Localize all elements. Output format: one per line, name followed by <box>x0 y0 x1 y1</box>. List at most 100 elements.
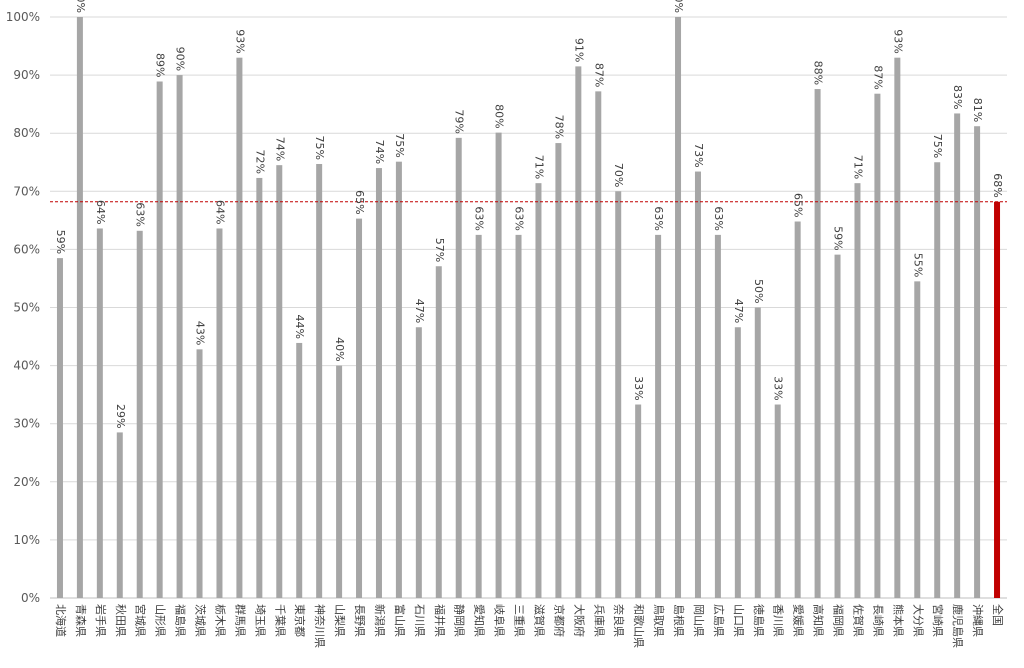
x-tick-label: 京都府 <box>552 604 566 637</box>
bar <box>96 228 103 598</box>
data-label: 75% <box>313 136 326 160</box>
data-label: 33% <box>772 376 785 400</box>
data-label: 63% <box>473 206 486 230</box>
x-tick-label: 山口県 <box>732 604 745 637</box>
bar <box>76 17 83 598</box>
x-tick-label: 青森県 <box>74 604 88 637</box>
y-tick-label: 30% <box>13 417 40 431</box>
bar <box>954 113 961 599</box>
data-label: 50% <box>752 279 765 303</box>
bar <box>156 81 163 599</box>
bar <box>395 161 402 598</box>
bar <box>834 254 841 598</box>
data-label: 91% <box>572 38 585 62</box>
x-tick-label: 山形県 <box>154 604 167 637</box>
x-tick-label: 大分県 <box>911 604 925 637</box>
data-label: 63% <box>652 206 665 230</box>
x-tick-label: 埼玉県 <box>253 604 267 637</box>
bar <box>435 266 442 598</box>
data-label: 100% <box>672 0 685 13</box>
bar <box>515 234 522 598</box>
data-labels: 59% 100% 64% 29% 63% 89% 90% 43% 64% 93% 72% 74% 44%… <box>54 0 1004 428</box>
x-tick-label: 愛知県 <box>473 604 487 637</box>
data-label: 87% <box>592 63 605 87</box>
x-tick-label: 大阪府 <box>572 604 586 637</box>
data-label: 63% <box>513 206 526 230</box>
gridlines <box>50 16 1007 599</box>
bar <box>276 165 283 598</box>
bar <box>854 183 861 598</box>
bar <box>694 171 701 598</box>
data-label: 89% <box>154 53 167 77</box>
data-label: 83% <box>951 85 964 109</box>
data-label: 63% <box>712 206 725 230</box>
data-label: 63% <box>134 202 147 226</box>
x-tick-label: 長崎県 <box>871 604 885 637</box>
bar <box>894 57 901 599</box>
data-label: 71% <box>532 155 545 179</box>
bar <box>216 228 223 598</box>
bar <box>196 349 203 598</box>
data-label: 64% <box>94 200 107 224</box>
data-label: 80% <box>493 104 506 128</box>
bar <box>535 183 542 598</box>
x-tick-label: 東京都 <box>293 604 307 637</box>
x-tick-label: 福島県 <box>174 604 188 637</box>
bar <box>754 307 761 598</box>
data-label: 29% <box>114 404 127 428</box>
data-label: 65% <box>353 190 366 214</box>
bar <box>336 365 343 598</box>
bar <box>914 281 921 598</box>
bar <box>356 218 363 598</box>
x-tick-label: 群馬県 <box>233 604 247 637</box>
bar <box>495 132 502 598</box>
bar <box>176 75 183 599</box>
x-tick-label: 富山県 <box>393 604 407 637</box>
bars <box>56 17 1001 599</box>
x-tick-label: 滋賀県 <box>532 604 545 637</box>
x-tick-label: 佐賀県 <box>851 604 865 637</box>
data-label: 71% <box>851 155 864 179</box>
x-tick-label: 宮崎県 <box>931 604 945 637</box>
bar <box>236 57 243 599</box>
data-label: 73% <box>692 143 705 167</box>
y-tick-label: 60% <box>13 242 40 256</box>
data-label: 87% <box>871 65 884 89</box>
data-label: 75% <box>931 134 944 158</box>
x-tick-label: 鳥取県 <box>652 604 666 637</box>
bar <box>455 137 462 598</box>
x-tick-label: 岐阜県 <box>493 604 506 637</box>
x-tick-label: 宮城県 <box>134 604 148 637</box>
bar <box>296 342 303 598</box>
bar <box>116 432 123 598</box>
y-tick-label: 50% <box>13 301 40 315</box>
data-label: 100% <box>74 0 87 13</box>
x-tick-label: 奈良県 <box>612 604 626 637</box>
bar <box>874 93 881 598</box>
x-tick-label: 秋田県 <box>114 604 128 637</box>
y-tick-label: 10% <box>13 533 40 547</box>
data-label: 72% <box>253 149 266 173</box>
bar <box>375 168 382 598</box>
y-tick-label: 100% <box>6 10 40 24</box>
x-tick-label: 三重県 <box>513 604 527 637</box>
bar <box>994 201 1001 598</box>
x-tick-label: 愛媛県 <box>792 604 806 637</box>
x-tick-label: 神奈川県 <box>313 604 327 648</box>
bar <box>974 126 981 598</box>
y-tick-label: 90% <box>13 68 40 82</box>
bar <box>734 327 741 598</box>
x-tick-label: 広島県 <box>712 604 726 637</box>
data-label: 78% <box>552 115 565 139</box>
x-tick-label: 長野県 <box>353 604 366 637</box>
x-tick-label: 福井県 <box>433 604 447 637</box>
x-tick-label: 北海道 <box>54 604 68 637</box>
y-tick-label: 0% <box>21 591 40 605</box>
bar <box>675 17 682 598</box>
y-tick-label: 80% <box>13 126 40 140</box>
x-tick-label: 石川県 <box>413 604 426 637</box>
bar <box>136 230 143 599</box>
data-label: 68% <box>991 173 1004 197</box>
x-tick-label: 沖縄県 <box>971 604 985 637</box>
